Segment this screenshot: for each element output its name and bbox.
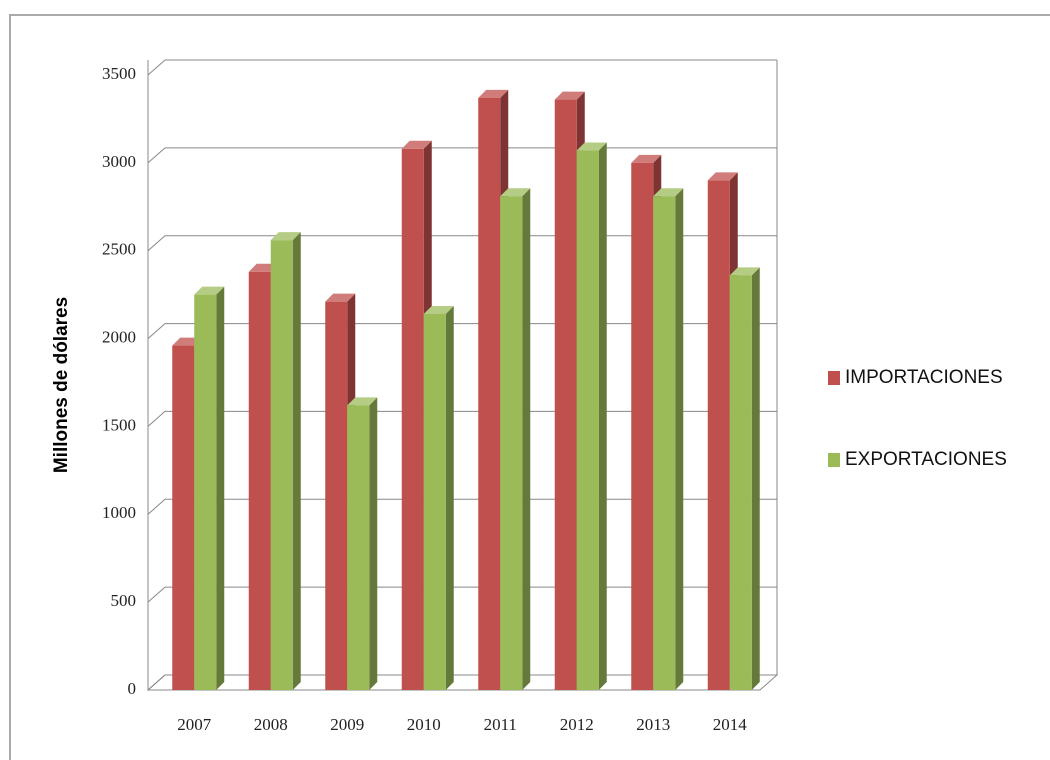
bar-front (653, 196, 676, 690)
grid-line (147, 147, 777, 164)
bar-front (325, 301, 348, 690)
x-tick-label: 2008 (254, 715, 288, 734)
bar-top (194, 286, 225, 295)
bar (270, 232, 301, 690)
bar-front (554, 99, 577, 691)
bar-front (576, 150, 599, 691)
bar-side (216, 286, 225, 690)
grid-line (147, 59, 777, 76)
bar-top (631, 154, 662, 163)
y-tick-label: 3500 (102, 64, 136, 83)
bar-top (401, 140, 432, 149)
bar-side (751, 267, 760, 690)
frame (9, 14, 1050, 760)
bar-top (347, 397, 378, 406)
bar-front (500, 196, 523, 690)
bar-front (631, 162, 654, 690)
bar-top (423, 305, 454, 314)
bar-top (729, 267, 760, 276)
y-tick-label: 1500 (102, 415, 136, 434)
bar-front (270, 240, 293, 690)
y-tick-label: 500 (111, 591, 137, 610)
bar-side (369, 397, 378, 690)
bar-front (194, 294, 217, 690)
y-tick-label: 2000 (102, 327, 136, 346)
y-tick-label: 2500 (102, 240, 136, 259)
x-tick-label: 2013 (636, 715, 670, 734)
bar (347, 397, 378, 690)
bar-top (500, 188, 531, 197)
bar-top (707, 172, 738, 181)
y-tick-label: 0 (128, 679, 137, 698)
x-tick-label: 2014 (713, 715, 748, 734)
bar-side (522, 188, 531, 690)
legend-label: IMPORTACIONES (845, 367, 1003, 388)
legend-swatch (828, 453, 840, 467)
bar-top (554, 91, 585, 100)
bar-front (707, 180, 730, 690)
bar-front (172, 345, 195, 690)
y-tick-label: 1000 (102, 503, 136, 522)
bar-front (729, 275, 752, 690)
bar (576, 142, 607, 691)
bar-front (347, 405, 370, 690)
bar-front (478, 97, 501, 691)
x-tick-label: 2009 (330, 715, 364, 734)
bar-top (270, 232, 301, 241)
bar (500, 188, 531, 690)
bar-top (653, 188, 684, 197)
bar-top (325, 293, 356, 302)
bar (194, 286, 225, 690)
legend-label: EXPORTACIONES (845, 449, 1007, 470)
bar-side (292, 232, 301, 690)
bar-side (445, 305, 454, 690)
x-tick-label: 2012 (560, 715, 594, 734)
bar-front (401, 148, 424, 691)
bar-front (423, 313, 446, 690)
bar-top (478, 89, 509, 98)
legend-swatch (828, 371, 840, 385)
x-tick-label: 2007 (177, 715, 212, 734)
bar-top (576, 142, 607, 151)
bar-side (675, 188, 684, 690)
bar (729, 267, 760, 690)
bar-side (598, 142, 607, 691)
y-axis-label: Millones de dólares (51, 297, 72, 473)
x-tick-label: 2011 (484, 715, 517, 734)
x-tick-label: 2010 (407, 715, 441, 734)
y-tick-label: 3000 (102, 152, 136, 171)
bar (423, 305, 454, 690)
bar-front (248, 271, 271, 690)
bar (653, 188, 684, 690)
